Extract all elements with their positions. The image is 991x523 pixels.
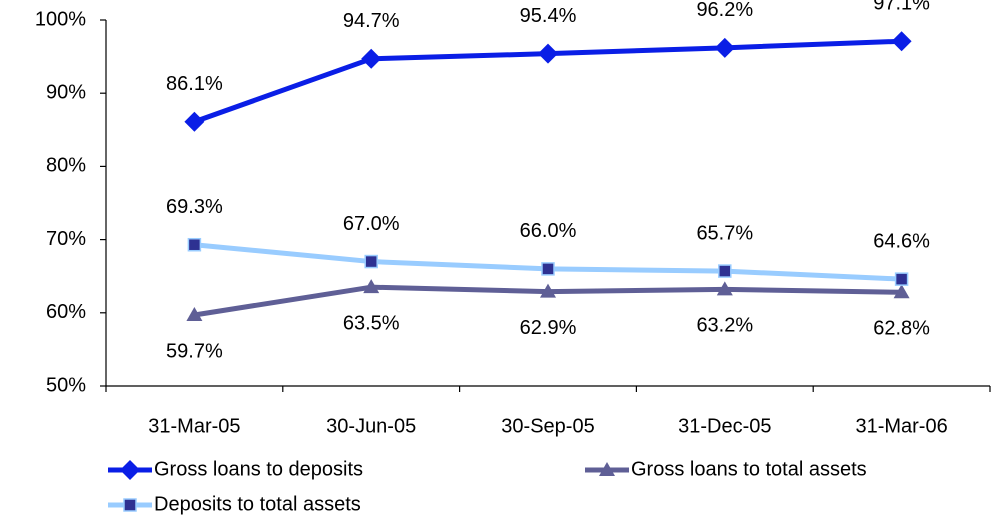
x-tick-label: 30-Sep-05: [501, 415, 594, 437]
marker: [363, 279, 380, 294]
x-tick-label: 30-Jun-05: [326, 415, 416, 437]
value-label: 67.0%: [343, 213, 400, 235]
value-label: 97.1%: [873, 0, 930, 15]
marker: [716, 281, 733, 296]
marker: [893, 284, 910, 299]
legend-marker: [120, 460, 140, 480]
value-label: 62.9%: [520, 317, 577, 339]
value-label: 65.7%: [696, 222, 753, 244]
value-label: 59.7%: [166, 340, 223, 362]
marker: [894, 272, 909, 286]
x-tick-label: 31-Mar-05: [148, 415, 240, 437]
value-label: 86.1%: [166, 73, 223, 95]
marker: [540, 283, 556, 298]
legend-marker: [123, 498, 137, 512]
marker: [184, 111, 205, 132]
value-label: 69.3%: [166, 196, 223, 218]
y-tick-label: 60%: [46, 301, 86, 323]
y-tick-label: 80%: [46, 155, 86, 177]
marker: [714, 37, 735, 58]
value-label: 63.2%: [696, 315, 753, 337]
value-label: 62.8%: [873, 318, 930, 340]
marker: [361, 48, 382, 69]
y-tick-label: 90%: [46, 81, 86, 103]
marker: [538, 43, 558, 64]
value-label: 94.7%: [343, 10, 400, 32]
marker: [891, 31, 912, 52]
value-label: 96.2%: [696, 0, 753, 21]
legend-label: Gross loans to deposits: [154, 458, 363, 480]
value-label: 66.0%: [520, 220, 577, 242]
marker: [541, 262, 555, 276]
x-tick-label: 31-Dec-05: [678, 415, 771, 437]
legend-marker: [599, 462, 615, 476]
y-tick-label: 100%: [35, 8, 86, 30]
marker: [364, 254, 378, 269]
legend-label: Deposits to total assets: [154, 493, 361, 515]
marker: [187, 237, 202, 252]
value-label: 63.5%: [343, 312, 400, 334]
legend-label: Gross loans to total assets: [631, 458, 867, 480]
value-label: 64.6%: [873, 230, 930, 252]
marker: [186, 306, 203, 321]
y-tick-label: 50%: [46, 374, 86, 396]
marker: [718, 264, 732, 278]
x-tick-label: 31-Mar-06: [855, 415, 947, 437]
value-label: 95.4%: [520, 5, 577, 27]
y-tick-label: 70%: [46, 228, 86, 250]
